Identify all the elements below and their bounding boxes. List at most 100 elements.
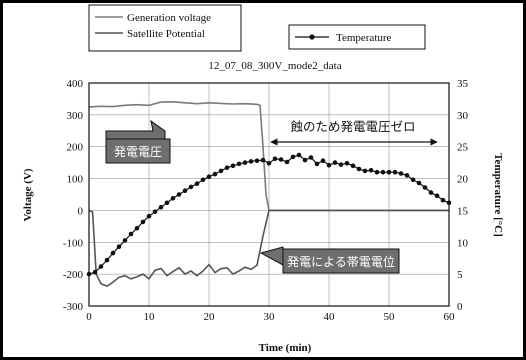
x-tick-label: 60 [444, 311, 456, 323]
x-tick-label: 0 [86, 311, 92, 323]
data-point-temperature [296, 152, 302, 158]
y-tick-label-left: 200 [67, 142, 84, 154]
y-tick-label-right: 0 [457, 301, 463, 313]
data-point-temperature [236, 161, 242, 167]
callout-box-charging [282, 248, 400, 274]
callout-pointer-charging [259, 246, 284, 266]
data-point-temperature [194, 181, 200, 186]
plot-area-frame [88, 82, 450, 307]
data-point-temperature [356, 166, 362, 172]
data-point-temperature [158, 204, 164, 210]
chart: Generation voltage Satellite Potential T… [22, 4, 504, 354]
data-point-temperature [422, 185, 428, 190]
callout-pointer-generation [105, 119, 166, 140]
x-tick-label: 10 [144, 311, 156, 323]
x-tick-label: 50 [384, 311, 396, 323]
x-axis-title: Time (min) [259, 342, 312, 354]
chart-background [3, 3, 523, 357]
data-point-temperature [326, 162, 332, 168]
y-tick-label-left: -300 [63, 301, 84, 313]
series-line-satellite-potential [88, 209, 449, 288]
data-point-temperature [152, 209, 158, 214]
callout-label-generation: 発電電圧 [114, 145, 162, 159]
legend-marker-temperature [309, 34, 315, 40]
y-tick-label-left: 0 [78, 205, 84, 217]
data-point-temperature [92, 269, 98, 275]
data-point-temperature [302, 157, 308, 163]
callout-box-generation [105, 138, 171, 164]
data-point-temperature [104, 257, 110, 263]
data-point-temperature [344, 161, 350, 166]
data-point-temperature [314, 161, 320, 167]
data-point-temperature [320, 158, 326, 163]
data-point-temperature [266, 161, 272, 166]
data-point-temperature [284, 159, 290, 165]
annotation-eclipse-label: 蝕のため発電電圧ゼロ [290, 119, 415, 134]
chart-title: 12_07_08_300V_mode2_data [208, 60, 341, 72]
data-point-temperature [224, 165, 230, 170]
data-point-temperature [128, 231, 134, 237]
data-point-temperature [146, 213, 152, 219]
data-point-temperature [374, 169, 380, 175]
callout-label-charging: 発電による帯電電位 [287, 254, 395, 269]
data-point-temperature [368, 168, 374, 173]
data-point-temperature [170, 196, 176, 201]
y-tick-label-right: 30 [457, 110, 469, 122]
y-tick-label-right: 20 [457, 174, 469, 186]
data-point-temperature [176, 192, 182, 197]
data-point-temperature [428, 190, 434, 195]
data-point-temperature [230, 163, 236, 169]
data-point-temperature [404, 173, 410, 178]
data-point-temperature [386, 169, 392, 175]
y-tick-label-right: 25 [457, 142, 469, 154]
data-point-temperature [362, 168, 368, 174]
legend-box-voltage [88, 4, 242, 52]
y-tick-label-left: 100 [67, 174, 84, 186]
data-point-temperature [140, 219, 146, 225]
data-point-temperature [182, 188, 188, 193]
data-point-temperature [308, 155, 314, 160]
data-point-temperature [392, 169, 398, 175]
data-point-temperature [434, 193, 440, 199]
data-point-temperature [110, 250, 116, 256]
data-point-temperature [416, 180, 422, 186]
x-tick-label: 30 [264, 311, 276, 323]
data-point-temperature [206, 174, 212, 179]
data-point-temperature [332, 160, 338, 165]
data-point-temperature [188, 184, 194, 190]
x-tick-label: 40 [324, 311, 336, 323]
legend-label-satellite-potential: Satellite Potential [127, 28, 205, 40]
data-point-temperature [122, 238, 128, 243]
data-point-temperature [410, 177, 416, 183]
data-point-temperature [440, 197, 446, 203]
data-point-temperature [278, 157, 284, 162]
data-point-temperature [164, 200, 170, 206]
data-point-temperature [200, 177, 206, 183]
y-tick-label-right: 15 [457, 205, 469, 217]
data-point-temperature [398, 171, 404, 176]
data-point-temperature [242, 160, 248, 165]
data-point-temperature [134, 226, 140, 231]
legend-label-generation-voltage: Generation voltage [127, 12, 211, 24]
data-point-temperature [260, 157, 266, 163]
data-point-temperature [350, 163, 356, 169]
y-axis-right-title: Temperature [°C] [492, 153, 504, 237]
y-tick-label-right: 5 [457, 269, 463, 281]
data-point-temperature [116, 244, 122, 249]
data-point-temperature [338, 162, 344, 167]
y-axis-left-title: Voltage (V) [22, 168, 34, 221]
y-tick-label-left: 300 [67, 110, 84, 122]
data-point-temperature [98, 264, 104, 269]
data-point-temperature [254, 158, 260, 163]
data-point-temperature [212, 171, 218, 177]
data-point-temperature [380, 169, 386, 175]
y-tick-label-left: 400 [67, 78, 84, 90]
y-tick-label-left: -200 [63, 269, 84, 281]
legend-label-temperature: Temperature [336, 32, 392, 44]
y-tick-label-left: -100 [63, 237, 84, 249]
data-point-temperature [272, 156, 278, 162]
y-tick-label-right: 10 [457, 237, 469, 249]
y-tick-label-right: 35 [457, 78, 469, 90]
data-point-temperature [248, 159, 254, 164]
data-point-temperature [290, 154, 296, 160]
